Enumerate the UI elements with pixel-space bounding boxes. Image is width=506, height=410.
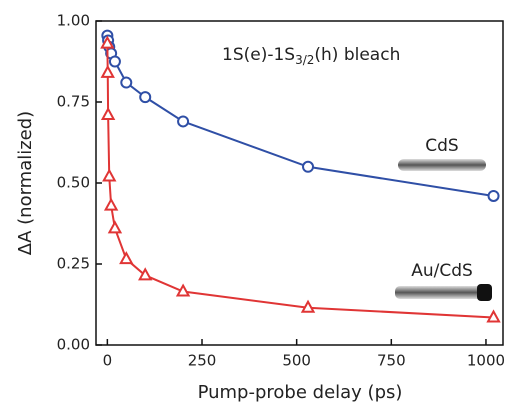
legend-label: CdS xyxy=(425,136,458,156)
data-point xyxy=(103,197,119,211)
au-cds-nanorod-image xyxy=(395,286,491,299)
cds-nanorod-image xyxy=(398,159,486,171)
x-tick-label: 0 xyxy=(103,352,113,370)
legend-label: Au/CdS xyxy=(411,261,473,281)
y-axis-title: ΔA (normalized) xyxy=(15,111,36,255)
data-point xyxy=(108,55,121,68)
x-tick-label: 1000 xyxy=(467,352,505,370)
y-tick-label: 0.75 xyxy=(57,93,90,111)
au-tip xyxy=(477,284,492,301)
y-tick-label: 0.00 xyxy=(57,336,90,354)
y-tick-label: 1.00 xyxy=(57,12,90,30)
data-point xyxy=(177,115,190,128)
data-point xyxy=(139,91,152,104)
data-point xyxy=(100,106,116,120)
x-axis-title: Pump-probe delay (ps) xyxy=(198,382,403,403)
data-point xyxy=(119,251,134,265)
y-tick-label: 0.25 xyxy=(57,255,90,273)
data-point xyxy=(487,189,500,202)
x-tick-label: 750 xyxy=(377,352,406,370)
data-point xyxy=(486,309,501,323)
y-tick-label: 0.50 xyxy=(57,174,90,192)
data-point xyxy=(100,35,115,49)
annotation: 1S(e)-1S3/2(h) bleach xyxy=(222,45,400,67)
x-tick-label: 250 xyxy=(188,352,217,370)
data-point xyxy=(102,168,117,182)
data-point xyxy=(300,299,316,313)
data-point xyxy=(302,160,315,173)
data-point xyxy=(120,76,133,89)
data-point xyxy=(175,283,191,297)
data-point xyxy=(107,220,123,234)
data-point xyxy=(100,64,115,78)
x-tick-label: 500 xyxy=(282,352,311,370)
data-point xyxy=(138,267,153,281)
